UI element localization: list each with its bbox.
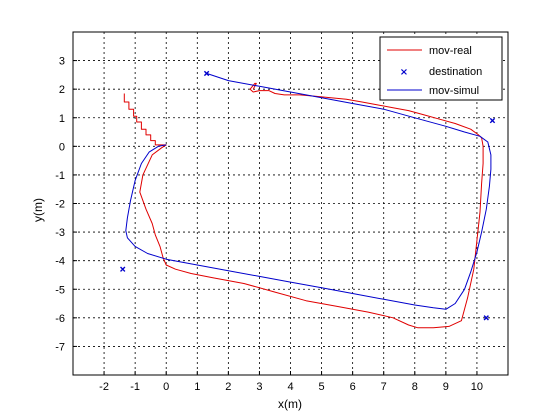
y-tick-label: -5 xyxy=(55,284,65,296)
x-tick-label: 0 xyxy=(163,381,169,393)
destination-marker xyxy=(120,266,126,272)
y-tick-label: -3 xyxy=(55,227,65,239)
x-tick-label: 2 xyxy=(225,381,231,393)
x-tick-label: 3 xyxy=(256,381,262,393)
x-axis-label: x(m) xyxy=(278,397,302,411)
x-tick-label: 7 xyxy=(381,381,387,393)
legend-label-mov-simul: mov-simul xyxy=(429,85,479,97)
y-axis-label: y(m) xyxy=(31,198,45,222)
grid xyxy=(73,32,508,375)
y-tick-label: 2 xyxy=(59,84,65,96)
y-tick-label: 0 xyxy=(59,141,65,153)
x-tick-label: -1 xyxy=(130,381,140,393)
legend-marker-destination: × xyxy=(400,67,408,78)
legend-label-destination: destination xyxy=(429,66,482,78)
x-tick-label: 1 xyxy=(194,381,200,393)
x-tick-label: 9 xyxy=(443,381,449,393)
x-tick-label: 4 xyxy=(287,381,293,393)
y-tick-label: -1 xyxy=(55,170,65,182)
legend-label-mov-real: mov-real xyxy=(429,45,472,57)
destination-marker xyxy=(483,315,489,321)
legend: mov-real × destination mov-simul xyxy=(379,36,503,101)
series-line-mov-simul xyxy=(125,72,492,310)
series-layer xyxy=(120,70,496,329)
x-tick-label: 10 xyxy=(471,381,483,393)
y-tick-label: -2 xyxy=(55,199,65,211)
y-ticks: 3 2 1 0 -1 -2 -3 -4 -5 -6 -7 xyxy=(55,56,77,353)
y-tick-label: -6 xyxy=(55,313,65,325)
y-tick-label: -7 xyxy=(55,341,65,353)
x-ticks: -2 -1 0 1 2 3 4 5 6 7 8 9 10 xyxy=(99,371,483,393)
x-tick-label: 5 xyxy=(319,381,325,393)
y-tick-label: 3 xyxy=(59,56,65,68)
y-tick-label: -4 xyxy=(55,256,65,268)
y-tick-label: 1 xyxy=(59,113,65,125)
destination-marker xyxy=(489,117,496,124)
series-line-mov-real xyxy=(123,82,484,329)
x-tick-label: 8 xyxy=(412,381,418,393)
x-tick-label: 6 xyxy=(350,381,356,393)
x-tick-label: -2 xyxy=(99,381,109,393)
